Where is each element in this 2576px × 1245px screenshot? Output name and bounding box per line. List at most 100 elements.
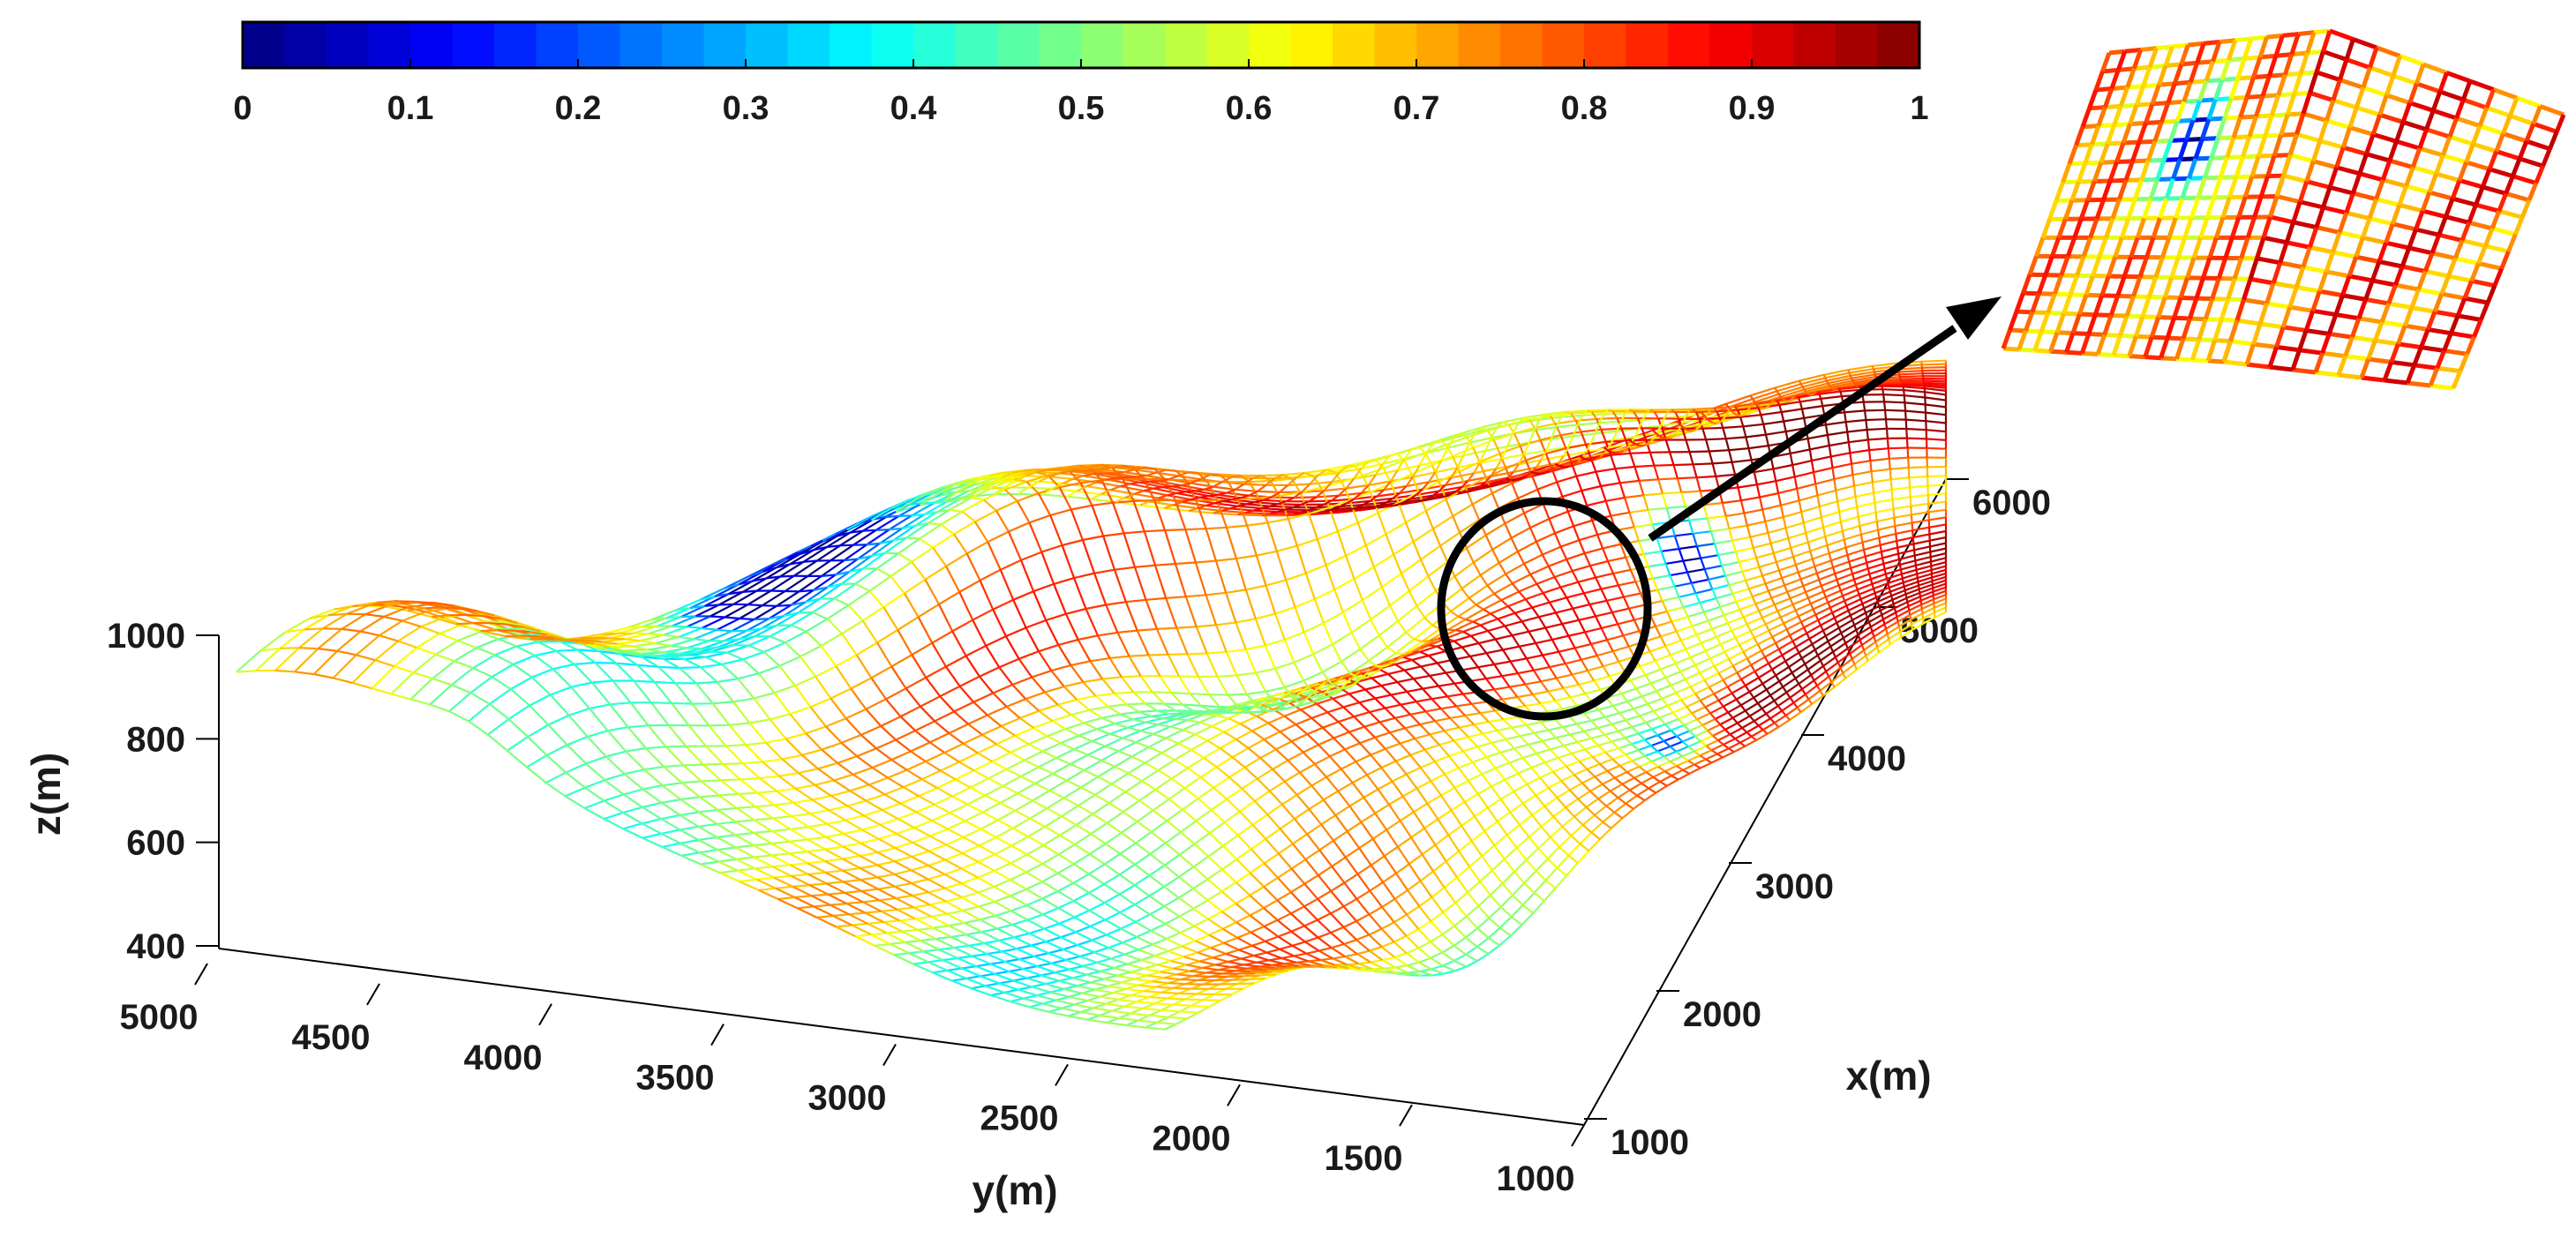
mesh-line	[1389, 727, 1406, 734]
mesh-line	[791, 815, 809, 829]
mesh-line	[1814, 606, 1831, 616]
mesh-line	[1400, 701, 1417, 706]
mesh-line	[1349, 659, 1370, 674]
mesh-line	[648, 644, 672, 651]
mesh-line	[360, 630, 380, 637]
mesh-line	[1003, 991, 1025, 1000]
mesh-line	[1681, 490, 1701, 494]
mesh-line	[1563, 740, 1578, 747]
mesh-line	[890, 750, 912, 761]
mesh-line	[1103, 874, 1121, 885]
mesh-line	[1139, 730, 1153, 736]
mesh-line	[1089, 843, 1107, 855]
mesh-line	[1038, 757, 1057, 769]
mesh-line	[1650, 676, 1666, 685]
mesh-line	[1156, 1016, 1169, 1024]
mesh-line	[701, 780, 720, 797]
mesh-line	[1029, 1002, 1043, 1009]
mesh-line	[894, 860, 912, 872]
mesh-line	[967, 723, 983, 736]
mesh-line	[1776, 604, 1794, 612]
mesh-line	[680, 615, 696, 619]
mesh-line	[854, 935, 875, 947]
mesh-line	[1075, 813, 1093, 826]
mesh-line	[791, 624, 807, 633]
mesh-line	[919, 491, 932, 499]
mesh-line	[1269, 505, 1294, 508]
mesh-line	[1931, 568, 1947, 575]
mesh-line	[1671, 769, 1684, 777]
mesh-line	[1348, 805, 1363, 823]
mesh-line	[928, 878, 946, 889]
y-tick-mark	[1055, 1063, 1069, 1086]
mesh-line	[1440, 705, 1457, 710]
mesh-line	[885, 698, 902, 717]
mesh-line	[1670, 755, 1683, 763]
mesh-line	[1656, 684, 1671, 693]
mesh-line	[1711, 622, 1729, 630]
mesh-line	[1263, 899, 1278, 910]
mesh-line	[1295, 724, 1309, 735]
mesh-line	[1409, 748, 1425, 756]
mesh-line	[356, 654, 376, 662]
mesh-line	[1040, 551, 1055, 585]
mesh-line	[754, 819, 773, 832]
mesh-line	[1848, 603, 1863, 611]
mesh-line	[1498, 551, 1519, 564]
mesh-line	[738, 791, 758, 796]
mesh-line	[394, 600, 413, 603]
mesh-line	[807, 826, 827, 838]
mesh-line	[1625, 732, 1639, 739]
mesh-line	[1064, 728, 1079, 737]
mesh-line	[1903, 386, 1925, 390]
mesh-line	[1082, 535, 1104, 542]
mesh-line	[1269, 780, 1286, 792]
mesh-line	[1168, 1010, 1181, 1018]
mesh-line	[1544, 866, 1558, 881]
mesh-line	[1265, 940, 1280, 950]
mesh-line	[1317, 874, 1333, 892]
mesh-line	[995, 743, 1011, 754]
mesh-line	[1247, 746, 1261, 759]
mesh-line	[1038, 643, 1059, 653]
mesh-line	[931, 642, 947, 668]
mesh-line	[1311, 776, 1327, 787]
mesh-line	[448, 710, 469, 723]
mesh-line	[1589, 559, 1609, 567]
mesh-line	[1318, 839, 1334, 851]
mesh-line	[1803, 619, 1819, 629]
mesh-line	[1890, 589, 1906, 597]
mesh-line	[785, 630, 807, 644]
mesh-line	[1821, 511, 1840, 519]
mesh-line	[790, 706, 811, 716]
mesh-line	[1048, 779, 1068, 791]
mesh-line	[594, 662, 614, 682]
mesh-line	[1145, 721, 1159, 726]
mesh-line	[479, 631, 499, 641]
mesh-line	[772, 864, 791, 868]
mesh-line	[1476, 917, 1491, 929]
mesh-line	[797, 905, 815, 910]
mesh-line	[906, 760, 927, 771]
mesh-line	[1531, 761, 1545, 769]
mesh-line	[949, 508, 963, 513]
mesh-line	[616, 662, 638, 666]
mesh-line	[1243, 964, 1260, 968]
mesh-line	[1065, 607, 1086, 615]
mesh-line	[849, 518, 875, 534]
mesh-line	[748, 570, 763, 577]
mesh-line	[1739, 735, 1753, 744]
mesh-line	[770, 574, 795, 592]
mesh-line	[1051, 962, 1070, 971]
mesh-line	[1595, 611, 1613, 618]
mesh-line	[1773, 691, 1788, 702]
mesh-line	[1317, 898, 1332, 915]
mesh-line	[1739, 557, 1757, 564]
mesh-line	[1520, 731, 1535, 738]
mesh-line	[735, 821, 755, 834]
mesh-line	[1369, 881, 1384, 892]
mesh-line	[998, 939, 1018, 950]
mesh-line	[1812, 551, 1830, 560]
mesh-line	[842, 855, 860, 860]
mesh-line	[1139, 504, 1165, 509]
